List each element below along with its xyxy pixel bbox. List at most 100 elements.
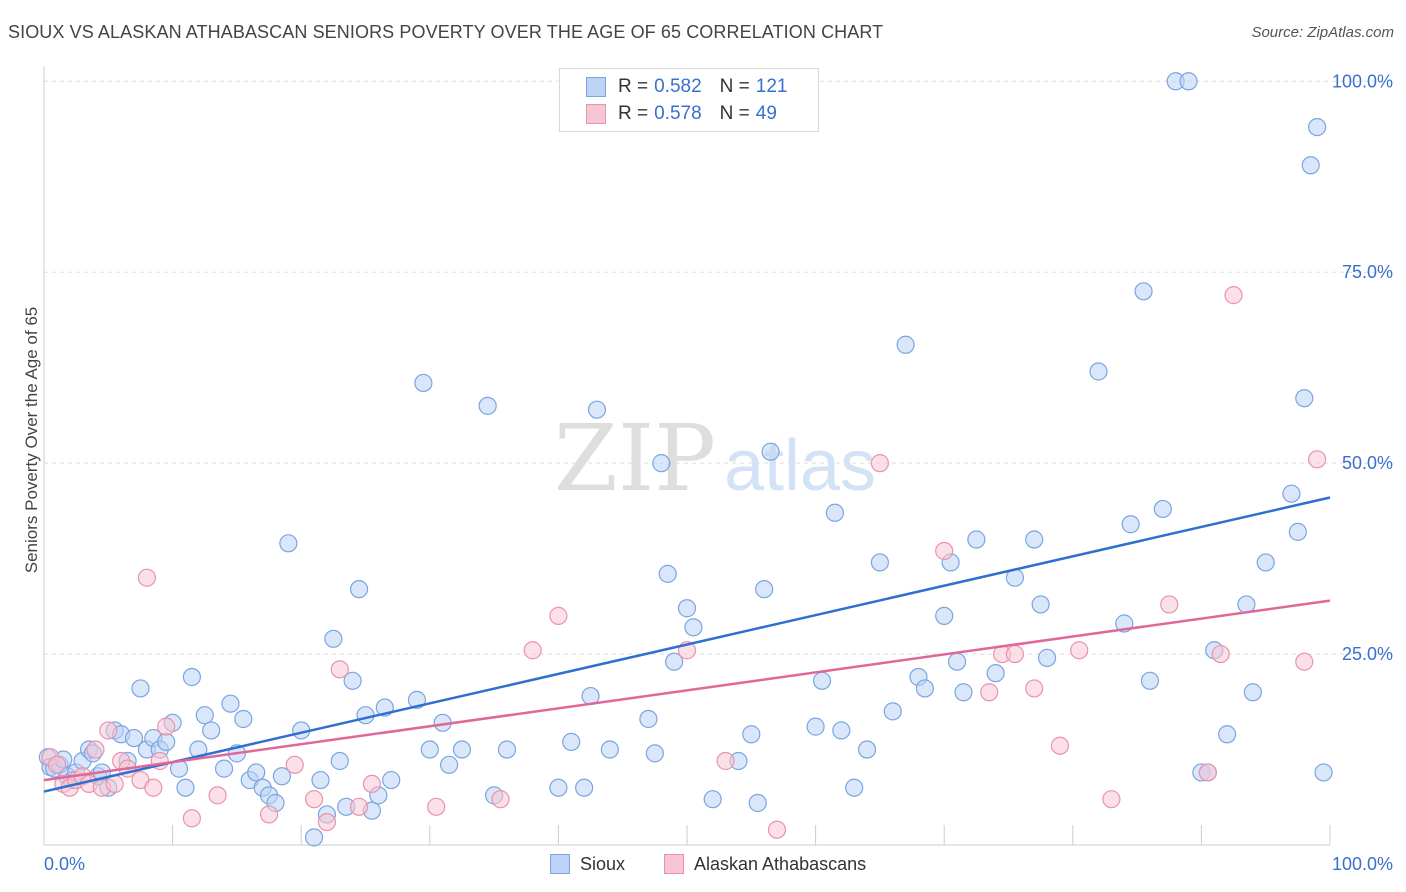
legend-row-athabascan: R = 0.578 N = 49	[586, 103, 777, 125]
athabascan-point	[523, 641, 542, 660]
sioux-point	[124, 728, 144, 748]
sioux-point	[652, 454, 671, 473]
athabascan-point	[1070, 641, 1089, 660]
sioux-point	[1314, 763, 1333, 782]
sioux-point	[703, 790, 722, 809]
x-tick-label: 0.0%	[44, 854, 85, 874]
bottom-legend-athabascan: Alaskan Athabascans	[664, 852, 866, 876]
sioux-point	[896, 335, 915, 354]
sioux-point	[221, 694, 240, 713]
sioux-point	[382, 770, 401, 790]
sioux-point	[324, 629, 343, 648]
sioux-point	[420, 740, 439, 759]
athabascan-point	[304, 790, 324, 809]
sioux-point	[414, 373, 433, 393]
bottom-legend-sioux: Sioux	[550, 852, 625, 876]
sioux-point	[1153, 499, 1172, 519]
athabascan-point	[1224, 286, 1243, 305]
sioux-point	[587, 400, 607, 419]
y-tick-label: 50.0%	[1342, 453, 1393, 473]
sioux-point	[131, 679, 150, 698]
sioux-point	[755, 580, 774, 599]
sioux-point	[575, 778, 594, 797]
sioux-point	[343, 671, 362, 690]
sioux-point	[1089, 362, 1108, 381]
athabascan-point	[980, 683, 999, 702]
sioux-point	[645, 744, 664, 763]
y-tick-label: 25.0%	[1342, 644, 1393, 664]
legend-n-label: N =	[719, 76, 750, 97]
sioux-point	[330, 751, 349, 771]
sioux-point	[845, 778, 864, 797]
sioux-point	[1025, 530, 1044, 549]
athabascan-point	[208, 786, 227, 805]
athabascan-point	[1025, 679, 1044, 698]
sioux-point	[600, 740, 619, 759]
athabascan-swatch	[664, 854, 684, 874]
legend-r-label: R =	[618, 103, 649, 124]
sioux-point	[1256, 553, 1275, 572]
athabascan-point	[349, 797, 369, 816]
sioux-point	[870, 553, 890, 572]
sioux-point	[1121, 515, 1140, 534]
chart-title: SIOUX VS ALASKAN ATHABASCAN SENIORS POVE…	[8, 22, 884, 42]
legend-n-value: 121	[755, 76, 788, 97]
athabascan-point	[716, 751, 735, 771]
sioux-point	[214, 759, 234, 778]
sioux-point	[1218, 725, 1237, 744]
sioux-point	[1031, 595, 1050, 614]
athabascan-point	[86, 740, 105, 759]
sioux-point	[195, 706, 214, 725]
sioux-point	[234, 709, 253, 729]
sioux-point	[356, 706, 375, 725]
y-tick-label: 100.0%	[1332, 71, 1393, 91]
sioux-point	[684, 618, 703, 637]
sioux-point	[967, 530, 986, 549]
athabascan-point	[1160, 595, 1179, 614]
legend-r-value: 0.578	[654, 103, 702, 124]
sioux-point	[1243, 683, 1262, 702]
sioux-point	[986, 664, 1005, 683]
sioux-point	[1140, 671, 1160, 690]
athabascan-point	[935, 541, 954, 561]
sioux-point	[1301, 156, 1320, 175]
chart-source: Source: ZipAtlas.com	[1251, 24, 1394, 41]
bottom-legend-sioux-label: Sioux	[580, 853, 626, 874]
sioux-point	[1179, 72, 1198, 91]
athabascan-point	[99, 721, 118, 740]
sioux-point	[812, 671, 832, 690]
sioux-point	[1134, 282, 1153, 301]
sioux-point	[1288, 522, 1307, 541]
sioux-point	[478, 396, 497, 415]
athabascan-swatch	[586, 104, 606, 124]
x-tick-label: 100.0%	[1332, 854, 1393, 874]
watermark-zip: ZIP	[554, 405, 716, 512]
sioux-point	[742, 725, 761, 744]
legend-row-sioux: R = 0.582 N = 121	[586, 76, 787, 98]
athabascan-point	[1295, 652, 1314, 671]
athabascan-point	[137, 568, 156, 587]
sioux-point	[562, 732, 581, 751]
athabascan-point	[1198, 763, 1217, 782]
sioux-point	[452, 740, 472, 759]
sioux-point	[272, 767, 292, 786]
legend-n-value: 49	[755, 103, 777, 124]
sioux-point	[1308, 117, 1327, 137]
sioux-point	[311, 770, 330, 790]
sioux-point	[665, 652, 684, 671]
sioux-point	[677, 599, 697, 618]
sioux-point	[947, 652, 967, 671]
sioux-point	[806, 717, 825, 736]
athabascan-point	[491, 790, 510, 809]
athabascan-point	[1308, 450, 1327, 469]
sioux-point	[883, 702, 902, 721]
athabascan-point	[1102, 790, 1121, 809]
sioux-point	[658, 564, 677, 583]
athabascan-point	[285, 755, 304, 774]
sioux-point	[279, 534, 298, 553]
sioux-point	[935, 606, 954, 625]
sioux-point	[247, 763, 266, 782]
y-tick-label: 75.0%	[1342, 262, 1393, 282]
athabascan-trend-line	[43, 599, 1331, 782]
sioux-point	[176, 778, 195, 797]
